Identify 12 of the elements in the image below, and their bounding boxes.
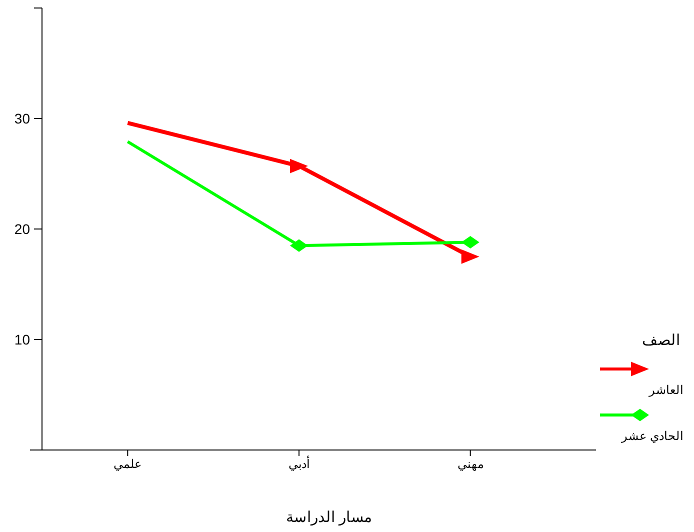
legend-title: الصف: [642, 332, 680, 349]
y-tick-label: 20: [14, 220, 30, 237]
legend-label: العاشر: [648, 383, 683, 397]
y-tick-label: 10: [14, 331, 30, 348]
x-tick-label: علمي: [114, 457, 142, 471]
x-axis-title: مسار الدراسة: [286, 509, 372, 526]
point: [290, 239, 308, 252]
x-tick-label: مهني: [457, 457, 484, 471]
point: [461, 236, 480, 249]
y-tick-label: 30: [14, 110, 30, 126]
legend-label: الحادي عشر: [620, 429, 683, 443]
x-tick-label: أدبي: [288, 456, 310, 471]
